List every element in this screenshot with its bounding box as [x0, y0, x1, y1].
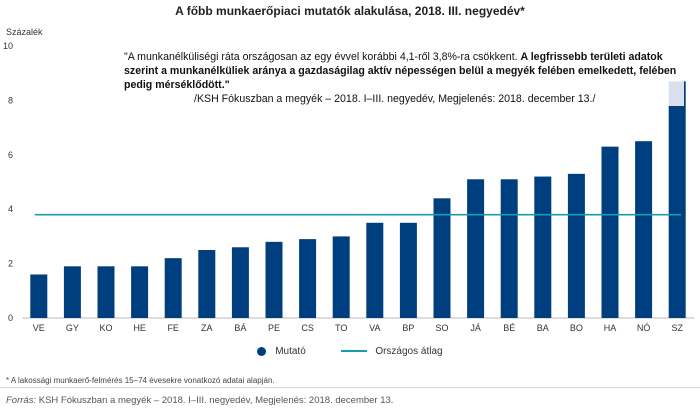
divider	[0, 387, 700, 388]
x-tick-label: BP	[402, 323, 414, 333]
x-tick-label: VE	[33, 323, 45, 333]
source-text: KSH Fókuszban a megyék – 2018. I–III. ne…	[38, 395, 394, 406]
bar-BÁ	[231, 247, 249, 318]
legend-item-mutato: Mutató	[257, 346, 306, 357]
y-tick-label: 2	[8, 259, 13, 269]
bar-VE	[30, 274, 48, 318]
x-tick-label: ZA	[201, 323, 213, 333]
bar-BÉ	[500, 179, 518, 318]
legend-label-mutato: Mutató	[275, 346, 306, 357]
x-tick-label: FE	[167, 323, 179, 333]
y-tick-label: 8	[8, 95, 13, 105]
bar-GY	[63, 266, 81, 318]
x-tick-label: SO	[435, 323, 448, 333]
legend-item-atlag: Országos átlag	[340, 346, 443, 357]
legend-label-atlag: Országos átlag	[375, 346, 443, 357]
bar-TO	[332, 236, 350, 318]
legend-line-swatch	[340, 350, 367, 353]
bar-JÁ	[467, 179, 485, 318]
x-tick-label: HE	[133, 323, 146, 333]
bar-SO	[433, 198, 451, 318]
x-tick-label: KO	[99, 323, 112, 333]
x-tick-label: CS	[301, 323, 314, 333]
source-note: Forrás: KSH Fókuszban a megyék – 2018. I…	[6, 395, 393, 406]
x-tick-label: HA	[604, 323, 617, 333]
bar-KO	[97, 266, 115, 318]
y-tick-label: 10	[3, 41, 13, 51]
x-tick-label: PE	[268, 323, 280, 333]
bar-ZA	[198, 250, 216, 318]
bar-CS	[299, 239, 317, 318]
x-tick-label: BÁ	[234, 323, 246, 333]
bar-BO	[567, 173, 585, 318]
bar-NÓ	[635, 141, 653, 318]
x-tick-label: VA	[369, 323, 380, 333]
quote-text: "A munkanélküliségi ráta országosan az e…	[124, 51, 518, 63]
bar-chart: 0 2 4 6 8 10 VE GY KO HE FE ZA BÁ PE CS TO VA BP SO JÁ BÉ BA B…	[3, 41, 694, 333]
x-tick-label: BA	[537, 323, 549, 333]
y-tick-label: 6	[8, 150, 13, 160]
bar-BP	[399, 222, 417, 318]
x-tick-label: GY	[66, 323, 79, 333]
x-tick-label: JÁ	[470, 323, 481, 333]
legend: Mutató Országos átlag	[0, 346, 700, 357]
bar-FE	[164, 258, 182, 318]
x-tick-label: NÓ	[637, 323, 651, 333]
bar-VA	[366, 222, 384, 318]
bar-PE	[265, 241, 283, 318]
x-tick-label: SZ	[671, 323, 683, 333]
bar-HE	[131, 266, 149, 318]
quote-text-bold: A legfrissebb területi adatok szerint a …	[124, 51, 677, 91]
quote-citation: /KSH Fókuszban a megyék – 2018. I–III. n…	[194, 93, 596, 105]
bar-BA	[534, 176, 552, 318]
quote-annotation: "A munkanélküliségi ráta országosan az e…	[124, 50, 684, 106]
legend-bar-swatch	[257, 346, 267, 356]
x-tick-label: BÉ	[503, 323, 515, 333]
y-tick-label: 0	[8, 313, 13, 323]
x-tick-label: TO	[335, 323, 347, 333]
bar-SZ	[668, 81, 686, 318]
y-axis-label: Százalék	[6, 27, 43, 37]
x-tick-label: BO	[570, 323, 583, 333]
y-tick-label: 4	[8, 204, 13, 214]
bar-HA	[601, 146, 619, 318]
footnote: * A lakossági munkaerő-felmérés 15–74 év…	[6, 376, 275, 385]
chart-title: A főbb munkaerőpiaci mutatók alakulása, …	[175, 4, 525, 18]
source-label: Forrás:	[6, 395, 37, 406]
